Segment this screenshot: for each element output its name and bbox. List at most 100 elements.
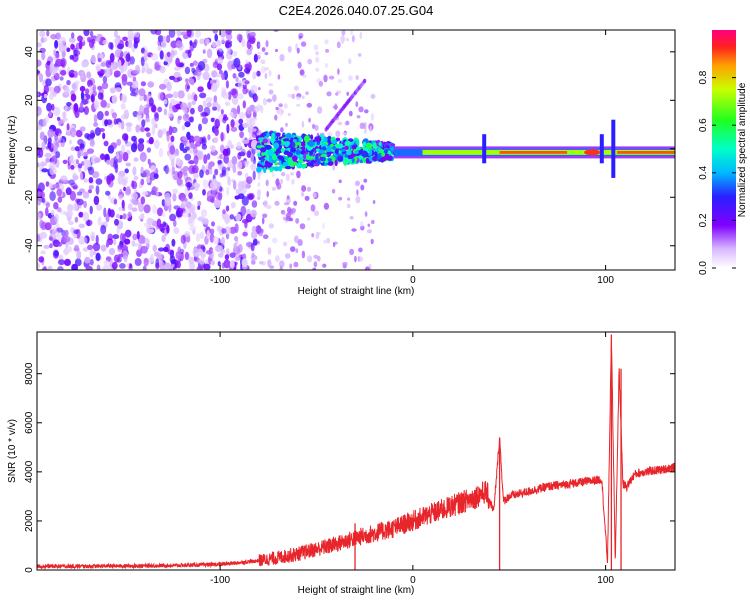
heatmap-noise-cell <box>313 254 319 259</box>
heatmap-signal-cell <box>340 148 347 152</box>
heatmap-noise-cell <box>133 157 139 162</box>
heatmap-noise-cell <box>106 119 113 126</box>
heatmap-noise-cell <box>139 152 147 162</box>
heatmap-noise-cell <box>71 82 77 90</box>
heatmap-noise-cell <box>39 231 48 239</box>
heatmap-noise-cell <box>134 258 142 266</box>
heatmap-noise-cell <box>88 39 95 49</box>
heatmap-noise-cell <box>225 248 230 254</box>
heatmap-noise-cell <box>159 65 166 74</box>
heatmap-noise-cell <box>185 78 189 83</box>
heatmap-noise-cell <box>57 196 63 203</box>
heatmap-noise-cell <box>47 265 53 270</box>
heatmap-noise-cell <box>225 205 230 212</box>
heatmap-noise-cell <box>184 153 191 161</box>
heatmap-noise-cell <box>73 103 79 112</box>
heatmap-noise-cell <box>37 59 42 67</box>
heatmap-signal-cell <box>266 162 272 168</box>
heatmap-noise-cell <box>242 139 250 144</box>
heatmap-signal-cell <box>385 145 390 149</box>
heatmap-noise-cell <box>97 92 103 100</box>
heatmap-noise-cell <box>102 132 106 140</box>
heatmap-noise-cell <box>127 211 132 218</box>
heatmap-noise-cell <box>161 211 166 217</box>
heatmap-noise-cell <box>56 188 62 197</box>
heatmap-noise-cell <box>91 54 96 64</box>
heatmap-noise-cell <box>187 102 192 109</box>
heatmap-noise-cell <box>199 169 204 179</box>
heatmap-noise-cell <box>345 37 350 42</box>
heatmap-noise-cell <box>68 139 73 145</box>
heatmap-noise-cell <box>214 118 220 129</box>
heatmap-noise-cell <box>112 234 120 240</box>
heatmap-noise-cell <box>139 95 144 101</box>
colorbar: 0.0 0.2 0.4 0.6 0.8 Normalized spectral ampl… <box>698 30 748 275</box>
heatmap-noise-cell <box>39 30 46 38</box>
heatmap-noise-cell <box>257 87 261 91</box>
heatmap-noise-cell <box>307 58 313 65</box>
heatmap-noise-cell <box>348 110 353 117</box>
heatmap-noise-cell <box>93 122 99 127</box>
heatmap-noise-cell <box>100 153 106 160</box>
heatmap-signal-cell <box>390 143 396 147</box>
heatmap-noise-cell <box>211 83 218 92</box>
heatmap-noise-cell <box>81 99 88 105</box>
heatmap-noise-cell <box>370 113 375 121</box>
colorbar-tick-label: 0.2 <box>698 213 709 227</box>
heatmap-noise-cell <box>323 202 330 210</box>
heatmap-noise-cell <box>157 92 164 101</box>
heatmap-noise-cell <box>141 191 149 196</box>
heatmap-noise-cell <box>315 56 320 63</box>
heatmap-noise-cell <box>138 138 145 144</box>
heatmap-noise-cell <box>102 75 108 84</box>
heatmap-noise-cell <box>94 100 99 110</box>
heatmap-noise-cell <box>212 235 219 245</box>
heatmap-noise-cell <box>369 125 372 133</box>
heatmap-noise-cell <box>83 159 90 166</box>
heatmap-noise-cell <box>43 84 49 94</box>
heatmap-noise-cell <box>122 151 129 162</box>
heatmap-noise-cell <box>272 94 277 102</box>
heatmap-noise-cell <box>238 118 244 125</box>
heatmap-noise-cell <box>338 179 342 184</box>
heatmap-noise-cell <box>173 128 177 133</box>
heatmap-noise-cell <box>154 251 160 257</box>
heatmap-signal-cell <box>356 140 360 146</box>
heatmap-noise-cell <box>127 39 133 49</box>
heatmap-noise-cell <box>155 258 160 268</box>
heatmap-noise-cell <box>52 183 60 189</box>
heatmap-signal-cell <box>275 132 281 137</box>
heatmap-noise-cell <box>256 104 262 111</box>
heatmap-noise-cell <box>222 148 229 156</box>
heatmap-noise-cell <box>250 37 255 45</box>
heatmap-noise-cell <box>364 211 368 217</box>
heatmap-signal-cell <box>267 149 274 157</box>
heatmap-noise-cell <box>66 123 70 131</box>
heatmap-signal-cell <box>361 150 368 157</box>
heatmap-noise-cell <box>159 83 167 90</box>
heatmap-noise-cell <box>159 223 164 232</box>
heatmap-noise-cell <box>244 63 250 70</box>
heatmap-noise-cell <box>197 200 202 207</box>
heatmap-noise-cell <box>370 93 376 99</box>
heatmap-noise-cell <box>269 265 275 269</box>
heatmap-signal-cell <box>317 158 321 165</box>
heatmap-signal-cell <box>365 142 373 149</box>
heatmap-noise-cell <box>232 51 238 57</box>
heatmap-noise-cell <box>199 231 204 240</box>
heatmap-noise-cell <box>78 211 84 218</box>
heatmap-signal-cell <box>365 157 370 164</box>
heatmap-noise-cell <box>68 37 76 43</box>
heatmap-signal-cell <box>256 166 262 173</box>
spectrogram-y-tick-label: 20 <box>24 94 35 106</box>
heatmap-noise-cell <box>124 229 132 238</box>
heatmap-noise-cell <box>86 71 92 79</box>
heatmap-noise-cell <box>78 236 86 245</box>
heatmap-noise-cell <box>119 263 126 269</box>
heatmap-noise-cell <box>229 214 235 220</box>
heatmap-noise-cell <box>118 253 123 258</box>
heatmap-noise-cell <box>146 132 151 138</box>
heatmap-noise-cell <box>115 87 122 93</box>
